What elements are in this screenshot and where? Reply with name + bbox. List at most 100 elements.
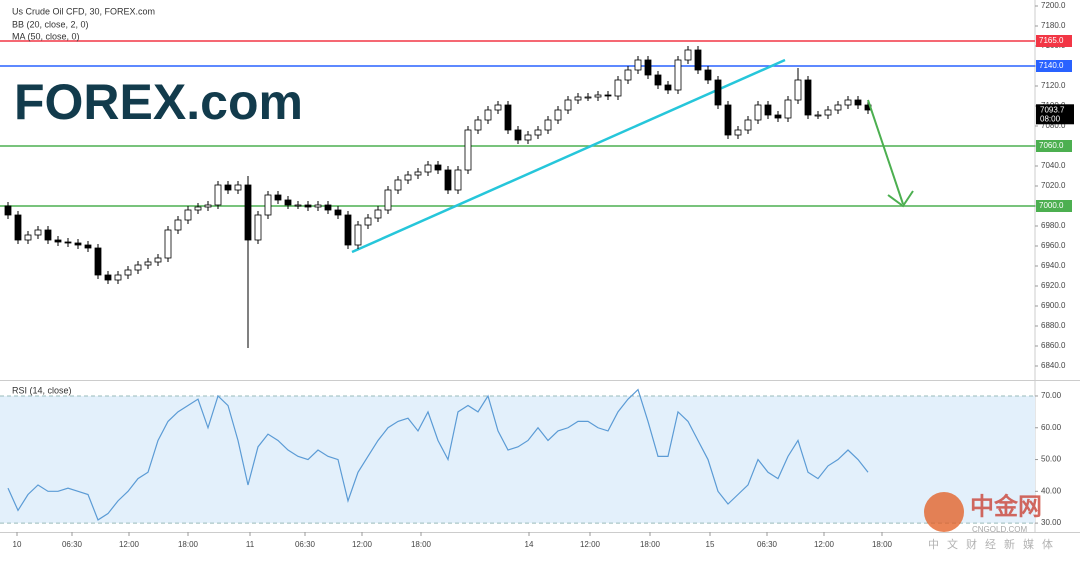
watermark-slogan: 中文财经新媒体: [928, 537, 1061, 551]
candle-body: [304, 204, 312, 208]
y-tick-label: 6940.0: [1041, 261, 1066, 270]
candle-body: [444, 169, 452, 191]
candle-body: [124, 269, 132, 276]
x-tick-label: 14: [525, 540, 534, 549]
candle-body: [584, 96, 592, 99]
candle-body: [454, 169, 462, 191]
x-tick-label: 12:00: [580, 540, 601, 549]
candle-body: [794, 79, 802, 101]
candle-body: [44, 229, 52, 241]
candle-body: [814, 114, 822, 117]
candle-body: [524, 134, 532, 141]
y-tick-label: 7200.0: [1041, 1, 1066, 10]
y-tick-label: 6900.0: [1041, 301, 1066, 310]
candle-body: [784, 99, 792, 119]
candle-body: [414, 171, 422, 176]
candle-body: [224, 184, 232, 191]
candle-body: [734, 129, 742, 136]
rsi-band: [0, 395, 1035, 524]
candle-body: [334, 209, 342, 216]
candle-body: [94, 247, 102, 276]
last-price-label: 7093.7: [1040, 105, 1065, 114]
candle-body: [214, 184, 222, 206]
x-tick-label: 18:00: [411, 540, 432, 549]
candle-body: [754, 104, 762, 121]
candle-body: [544, 119, 552, 131]
x-tick-label: 12:00: [352, 540, 373, 549]
candle-body: [134, 264, 142, 271]
candle-body: [244, 184, 252, 241]
candle-body: [554, 109, 562, 121]
indicator-label: BB (20, close, 2, 0): [12, 19, 89, 29]
candle-body: [314, 204, 322, 208]
candle-body: [254, 214, 262, 241]
level-label: 7140.0: [1039, 61, 1064, 70]
candle-body: [74, 242, 82, 246]
level-label-bg: [1036, 140, 1072, 152]
candle-body: [674, 59, 682, 91]
chart-title: Us Crude Oil CFD, 30, FOREX.com: [12, 6, 155, 16]
last-time-label: 08:00: [1040, 114, 1061, 123]
level-label: 7000.0: [1039, 201, 1064, 210]
x-tick-label: 12:00: [814, 540, 835, 549]
y-tick-label: 40.00: [1041, 486, 1062, 495]
last-price-bg: [1036, 104, 1074, 125]
y-tick-label: 6880.0: [1041, 321, 1066, 330]
candle-body: [264, 194, 272, 216]
x-tick-label: 12:00: [119, 540, 140, 549]
candle-body: [114, 274, 122, 281]
y-tick-label: 70.00: [1041, 391, 1062, 400]
candle-body: [694, 49, 702, 71]
candle-body: [384, 189, 392, 211]
level-label-bg: [1036, 35, 1072, 47]
x-tick-label: 15: [706, 540, 715, 549]
x-tick-label: 10: [13, 540, 22, 549]
candle-body: [804, 79, 812, 116]
indicator-label: MA (50, close, 0): [12, 31, 80, 41]
candle-body: [534, 129, 542, 136]
y-tick-label: 6860.0: [1041, 341, 1066, 350]
candle-body: [514, 129, 522, 141]
candle-body: [84, 244, 92, 249]
candle-body: [604, 94, 612, 97]
candle-body: [144, 261, 152, 266]
candle-body: [834, 104, 842, 111]
candle-body: [474, 119, 482, 131]
candle-body: [704, 69, 712, 81]
candle-body: [424, 164, 432, 173]
candle-body: [654, 74, 662, 86]
x-tick-label: 18:00: [872, 540, 893, 549]
candle-body: [394, 179, 402, 191]
candle-body: [404, 174, 412, 181]
candle-body: [24, 234, 32, 241]
y-tick-label: 6840.0: [1041, 361, 1066, 370]
watermark-icon: [924, 492, 964, 532]
candle-body: [284, 199, 292, 206]
candle-body: [294, 204, 302, 207]
y-tick-label: 50.00: [1041, 455, 1062, 464]
candle-body: [164, 229, 172, 259]
candle-body: [4, 205, 12, 216]
level-label: 7165.0: [1039, 36, 1064, 45]
candle-body: [434, 164, 442, 171]
logo: FOREX.com: [14, 74, 303, 130]
candle-body: [204, 204, 212, 208]
watermark: 中金网 CNGOLD.COM 中文财经新媒体: [924, 492, 1061, 551]
level-label-bg: [1036, 60, 1072, 72]
candle-body: [594, 94, 602, 98]
y-tick-label: 7040.0: [1041, 161, 1066, 170]
x-tick-label: 06:30: [62, 540, 83, 549]
candle-body: [64, 241, 72, 244]
y-tick-label: 7020.0: [1041, 181, 1066, 190]
candle-body: [324, 204, 332, 211]
candle-body: [854, 99, 862, 106]
rsi-title: RSI (14, close): [12, 385, 72, 395]
y-tick-label: 6960.0: [1041, 241, 1066, 250]
rsi-pane: 30.00 40.00 50.00 60.00 70.00 10 06:30 12:00 18:…: [0, 388, 1062, 549]
level-label: 7060.0: [1039, 141, 1064, 150]
candle-body: [34, 229, 42, 236]
candle-body: [744, 119, 752, 131]
candle-body: [354, 224, 362, 246]
candle-body: [104, 274, 112, 281]
candle-body: [824, 109, 832, 116]
